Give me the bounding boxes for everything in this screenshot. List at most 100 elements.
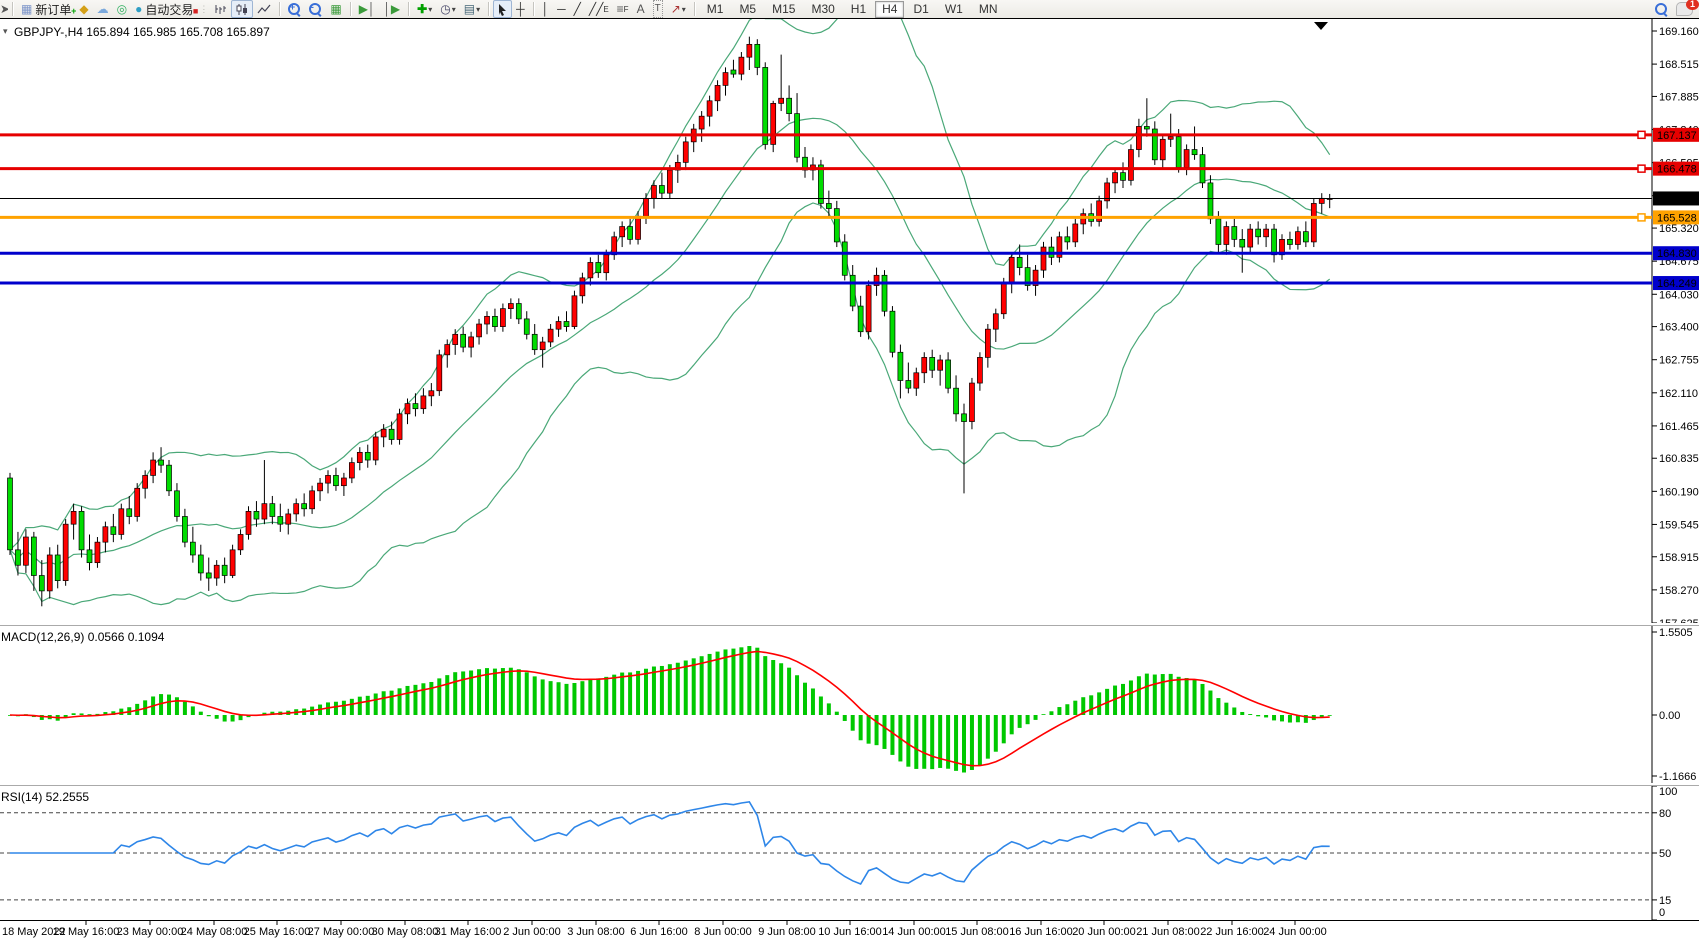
dropdown-arrow-icon: ▾ <box>681 4 686 14</box>
timeframe-button-m30[interactable]: M30 <box>811 1 835 16</box>
toolbar-separator <box>279 2 281 16</box>
text-label-icon: T <box>652 0 663 18</box>
svg-text:0: 0 <box>1659 907 1665 919</box>
chart-title: ▾ GBPJPY-,H4 165.894 165.985 165.708 165.… <box>3 25 270 39</box>
community-button[interactable]: ☁ <box>93 0 113 18</box>
svg-text:9 Jun 08:00: 9 Jun 08:00 <box>758 926 816 938</box>
svg-text:50: 50 <box>1659 848 1671 860</box>
timeframe-button-mn[interactable]: MN <box>978 1 998 16</box>
candlestick-chart-button[interactable] <box>231 0 254 18</box>
toolbar-right-group: 1 <box>1655 0 1699 17</box>
fibonacci-button[interactable]: ≡ F <box>616 2 629 16</box>
new-order-button[interactable]: ▦ + 新订单 <box>17 0 76 18</box>
svg-text:158.270: 158.270 <box>1659 585 1699 597</box>
timeframe-button-h1[interactable]: H1 <box>850 1 867 16</box>
channel-button[interactable]: ╱╱ E <box>588 2 609 16</box>
vertical-line-button[interactable]: │ <box>538 0 554 18</box>
clipped-cursor-icon: ➤ <box>0 2 8 16</box>
cloud-icon: ☁ <box>96 2 109 16</box>
svg-text:16 Jun 16:00: 16 Jun 16:00 <box>1009 926 1073 938</box>
cursor-button[interactable] <box>493 0 513 18</box>
svg-text:160.190: 160.190 <box>1659 486 1699 498</box>
new-order-label: 新订单 <box>35 2 72 17</box>
trendline-button[interactable]: ╱ <box>570 0 585 18</box>
text-label-button[interactable]: T <box>649 0 667 18</box>
time-axis[interactable]: 18 May 2022 19 May 16:00 23 May 00:00 24 Ma… <box>0 920 1699 940</box>
cursor-icon <box>499 3 507 16</box>
timeframe-button-h4[interactable]: H4 <box>875 0 905 18</box>
svg-text:159.545: 159.545 <box>1659 519 1699 531</box>
auto-scroll-button[interactable]: ▶│ <box>355 0 380 18</box>
line-chart-button[interactable] <box>253 0 275 18</box>
tile-windows-button[interactable]: ▦ <box>326 0 345 18</box>
svg-text:1.5505: 1.5505 <box>1659 627 1693 639</box>
equidistant-channel-icon: ╱╱ <box>588 2 604 16</box>
svg-text:8 Jun 00:00: 8 Jun 00:00 <box>694 926 752 938</box>
svg-text:6 Jun 16:00: 6 Jun 16:00 <box>630 926 688 938</box>
zoom-in-button[interactable]: + <box>284 0 305 18</box>
rsi-panel[interactable]: 100 80 50 15 0 RSI(14) 52.2555 <box>0 785 1699 921</box>
arrows-button[interactable]: ↗ ▾ <box>667 0 690 18</box>
svg-text:22 Jun 16:00: 22 Jun 16:00 <box>1200 926 1264 938</box>
add-indicator-icon: ✚ <box>417 2 428 16</box>
notifications-button[interactable]: 1 <box>1676 0 1699 16</box>
arrows-icon: ↗ <box>670 2 681 16</box>
dropdown-arrow-icon: ▾ <box>476 4 481 14</box>
navigator-button[interactable]: ◆ <box>75 0 92 18</box>
chart-shift-button[interactable]: │▶ <box>379 0 404 18</box>
svg-text:19 May 16:00: 19 May 16:00 <box>53 926 120 938</box>
periods-button[interactable]: ◷ ▾ <box>436 0 460 18</box>
toolbar-separator <box>408 2 410 16</box>
chart-menu-icon[interactable]: ▾ <box>3 26 8 36</box>
svg-text:163.400: 163.400 <box>1659 322 1699 334</box>
svg-text:0.00: 0.00 <box>1659 710 1680 722</box>
svg-text:80: 80 <box>1659 808 1671 820</box>
svg-text:14 Jun 00:00: 14 Jun 00:00 <box>882 926 946 938</box>
main-chart-panel[interactable]: 169.160168.515167.885167.240166.595165.9… <box>0 18 1699 626</box>
timeframe-button-m15[interactable]: M15 <box>772 1 796 16</box>
add-indicator-button[interactable]: ✚ ▾ <box>413 0 436 18</box>
svg-text:24 May 08:00: 24 May 08:00 <box>181 926 248 938</box>
templates-button[interactable]: ▤ ▾ <box>460 0 484 18</box>
autotrade-button[interactable]: ● ■ 自动交易 <box>131 0 198 18</box>
svg-text:165.528: 165.528 <box>1657 212 1697 224</box>
candlestick-chart: 169.160168.515167.885167.240166.595165.9… <box>0 19 1699 623</box>
signal-icon: ◎ <box>116 2 128 16</box>
macd-panel[interactable]: 1.5505 0.00 -1.1666 MACD(12,26,9) 0.0566 0… <box>0 625 1699 786</box>
svg-text:15: 15 <box>1659 895 1671 907</box>
text-button[interactable]: A <box>633 0 649 18</box>
chart-shift-icon: │▶ <box>383 2 401 16</box>
svg-text:27 May 00:00: 27 May 00:00 <box>308 926 375 938</box>
horizontal-line-button[interactable]: ─ <box>553 0 570 18</box>
timeframe-button-d1[interactable]: D1 <box>913 1 929 16</box>
horizontal-line-icon: ─ <box>557 2 566 16</box>
timeframe-button-w1[interactable]: W1 <box>944 1 963 16</box>
bar-chart-button[interactable] <box>209 0 231 18</box>
crosshair-button[interactable]: ┼ <box>512 0 529 18</box>
signals-button[interactable]: ◎ <box>113 0 131 18</box>
svg-text:157.625: 157.625 <box>1659 618 1699 623</box>
macd-chart: 1.5505 0.00 -1.1666 <box>8 626 1696 783</box>
notification-badge: 1 <box>1686 0 1699 10</box>
svg-text:167.885: 167.885 <box>1659 91 1699 103</box>
svg-text:3 Jun 08:00: 3 Jun 08:00 <box>567 926 625 938</box>
svg-text:23 May 00:00: 23 May 00:00 <box>117 926 184 938</box>
toolbar-separator <box>12 2 13 16</box>
zoom-in-icon: + <box>288 2 301 17</box>
svg-text:166.478: 166.478 <box>1657 164 1697 176</box>
toolbar-separator <box>693 2 695 16</box>
svg-text:164.830: 164.830 <box>1657 248 1697 260</box>
crosshair-icon: ┼ <box>516 2 525 16</box>
svg-text:162.755: 162.755 <box>1659 355 1699 367</box>
zoom-out-button[interactable]: - <box>305 0 326 18</box>
navigator-box-icon: ◆ <box>79 2 89 16</box>
auto-scroll-icon: ▶│ <box>358 2 376 16</box>
svg-text:160.835: 160.835 <box>1659 453 1699 465</box>
svg-text:10 Jun 16:00: 10 Jun 16:00 <box>818 926 882 938</box>
search-icon[interactable] <box>1655 2 1668 17</box>
timeframe-toolbar: M1 M5 M15 M30 H1 H4 D1 W1 MN <box>699 0 1006 18</box>
timeframe-button-m5[interactable]: M5 <box>739 1 757 16</box>
timeframe-button-m1[interactable]: M1 <box>706 1 724 16</box>
